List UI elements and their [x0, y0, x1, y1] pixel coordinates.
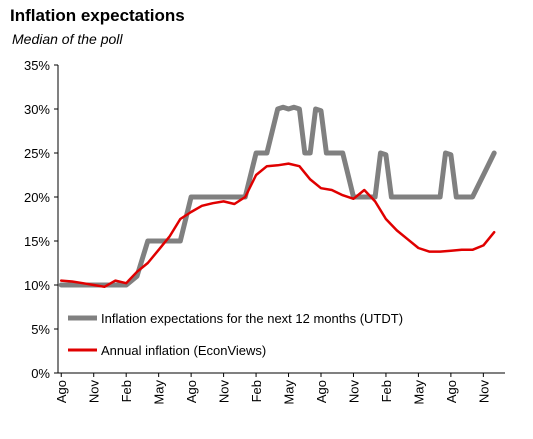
- y-tick-label: 5%: [31, 322, 50, 337]
- x-tick-label: Ago: [184, 380, 199, 403]
- x-tick-label: Feb: [379, 380, 394, 402]
- x-tick-label: Ago: [314, 380, 329, 403]
- y-tick-label: 10%: [24, 278, 50, 293]
- y-tick-label: 25%: [24, 146, 50, 161]
- x-tick-label: May: [411, 380, 426, 405]
- chart-axes: [54, 64, 505, 377]
- x-tick-label: Nov: [217, 380, 232, 404]
- x-tick-label: Nov: [476, 380, 491, 404]
- x-tick-label: Nov: [346, 380, 361, 404]
- y-tick-label: 30%: [24, 102, 50, 117]
- legend-label: Annual inflation (EconViews): [101, 343, 266, 358]
- chart-subtitle: Median of the poll: [12, 31, 123, 47]
- x-tick-label: Feb: [249, 380, 264, 402]
- legend: Inflation expectations for the next 12 m…: [68, 311, 403, 358]
- chart-title: Inflation expectations: [10, 6, 185, 25]
- x-tick-label: Ago: [54, 380, 69, 403]
- y-tick-label: 0%: [31, 366, 50, 381]
- x-tick-label: May: [282, 380, 297, 405]
- series-line-2: [59, 162, 496, 289]
- x-tick-label: May: [152, 380, 167, 405]
- x-tick-label: Nov: [87, 380, 102, 404]
- legend-label: Inflation expectations for the next 12 m…: [101, 311, 403, 326]
- series-layer: [58, 104, 497, 289]
- y-tick-label: 35%: [24, 58, 50, 73]
- series-line-1: [58, 104, 497, 288]
- x-axis-labels: Ago Nov Feb May Ago Nov Feb May Ago Nov Feb May Ago N…: [54, 380, 491, 405]
- y-tick-label: 20%: [24, 190, 50, 205]
- x-tick-label: Feb: [119, 380, 134, 402]
- x-tick-label: Ago: [444, 380, 459, 403]
- y-axis-labels: 0% 5% 10% 15% 20% 25% 30% 35%: [24, 58, 50, 381]
- y-tick-label: 15%: [24, 234, 50, 249]
